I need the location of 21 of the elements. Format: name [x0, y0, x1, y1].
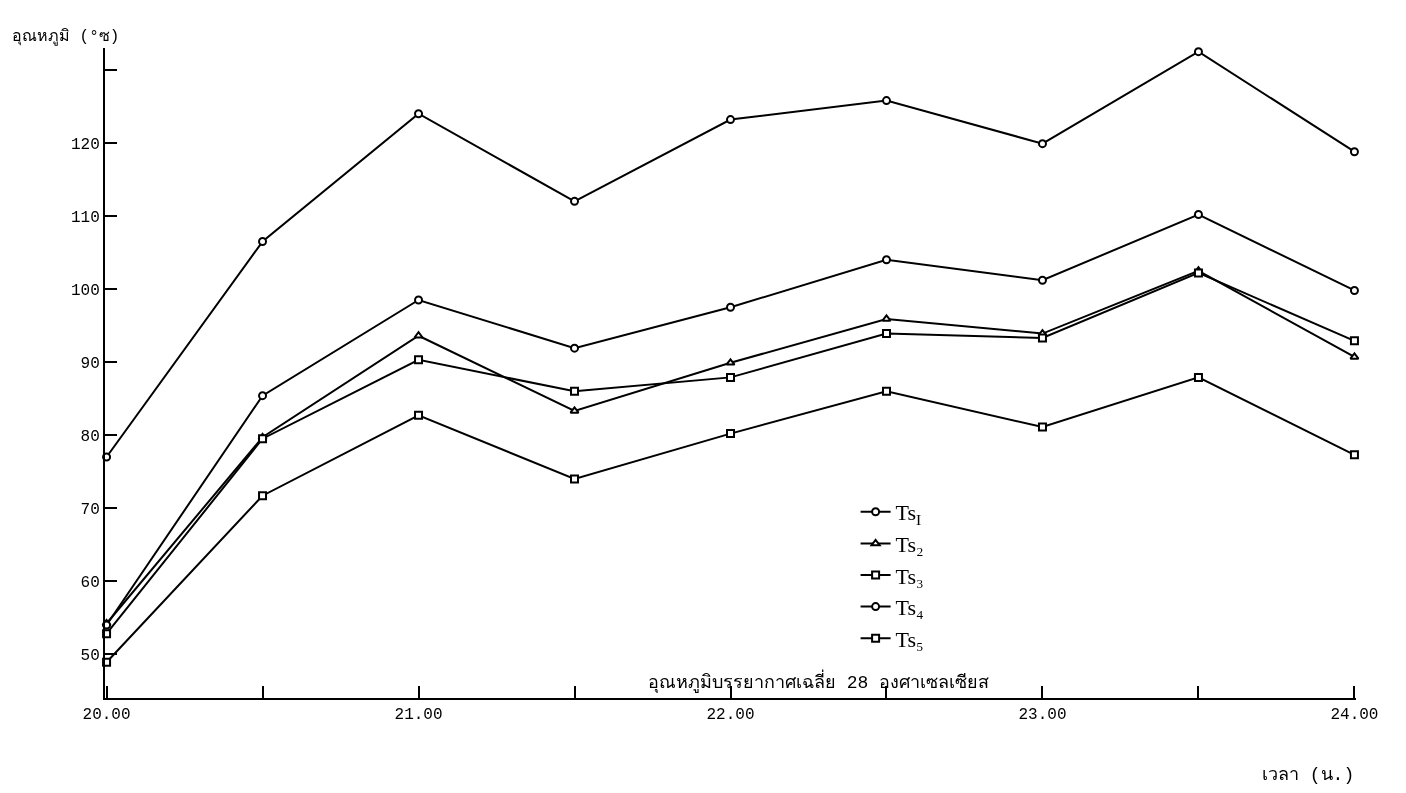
y-tick-label: 60 [80, 573, 100, 592]
annotation: อุณหภูมิบรรยากาศเฉลี่ย 28 องศาเซลเซียส [648, 669, 990, 693]
x-tick-label: 22.00 [706, 706, 755, 725]
y-tick-label: 110 [70, 208, 100, 227]
x-axis-title: เวลา (น.) [1262, 765, 1355, 785]
y-axis-title: อุณหภูมิ (°ซ) [12, 28, 120, 46]
legend-label: Ts₃ [895, 563, 924, 589]
x-tick-label: 21.00 [394, 706, 443, 725]
y-tick-label: 70 [80, 500, 100, 519]
x-tick-label: 24.00 [1330, 706, 1379, 725]
legend-label: Ts₂ [895, 531, 924, 557]
y-tick-label: 80 [80, 427, 100, 446]
legend-label: Ts₄ [895, 595, 924, 621]
y-tick-label: 50 [80, 646, 100, 665]
legend-label: Ts₅ [895, 626, 924, 652]
x-tick-label: 20.00 [82, 706, 131, 725]
legend-label: Ts$_{I}$ [895, 500, 922, 528]
y-tick-label: 90 [80, 354, 100, 373]
y-tick-label: 100 [70, 281, 100, 300]
y-tick-label: 120 [70, 135, 100, 154]
x-tick-label: 23.00 [1018, 706, 1067, 725]
